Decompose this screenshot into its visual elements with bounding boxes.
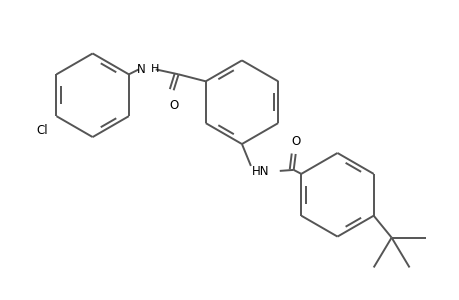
Text: HN: HN	[252, 165, 269, 178]
Text: O: O	[291, 135, 300, 148]
Text: O: O	[168, 99, 178, 112]
Text: Cl: Cl	[37, 124, 48, 137]
Text: H: H	[151, 64, 159, 74]
Text: N: N	[137, 63, 146, 76]
